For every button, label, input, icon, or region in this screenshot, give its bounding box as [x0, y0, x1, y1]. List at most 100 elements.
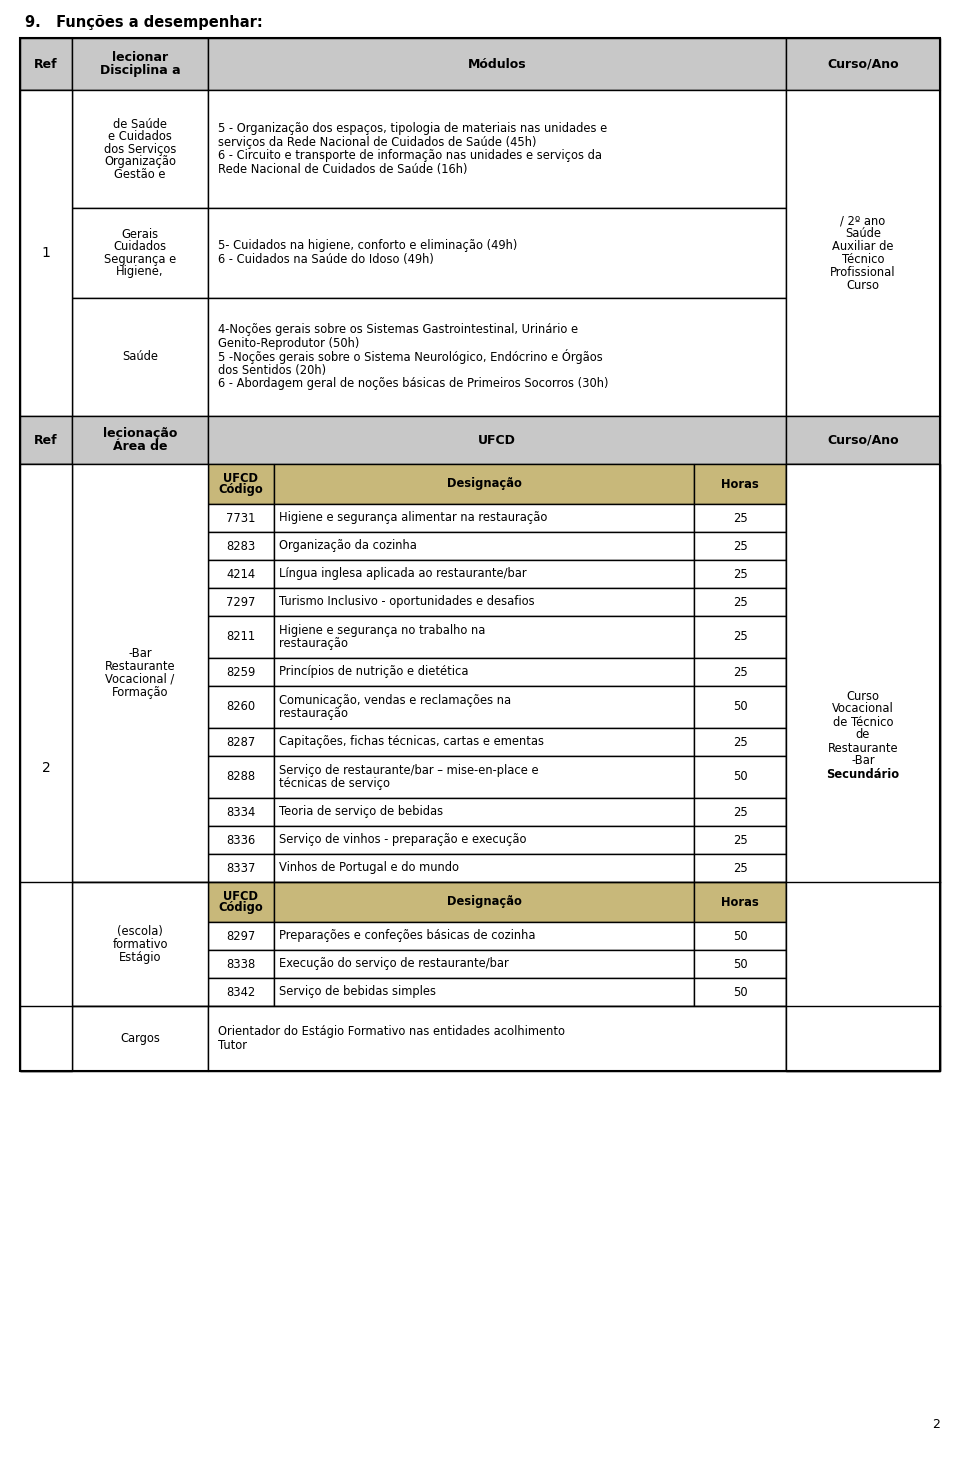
- Text: UFCD: UFCD: [478, 434, 516, 447]
- Bar: [208, 1007, 786, 1071]
- Bar: [786, 882, 940, 1007]
- Text: Turismo Inclusivo - oportunidades e desafios: Turismo Inclusivo - oportunidades e desa…: [279, 596, 535, 608]
- Bar: [694, 855, 786, 882]
- Bar: [274, 882, 694, 922]
- Bar: [694, 657, 786, 687]
- Text: Estágio: Estágio: [119, 951, 161, 963]
- Text: Tutor: Tutor: [218, 1039, 247, 1052]
- Bar: [20, 882, 72, 1007]
- Bar: [274, 687, 694, 728]
- Text: formativo: formativo: [112, 938, 168, 951]
- Text: 50: 50: [732, 957, 747, 970]
- Text: Serviço de vinhos - preparação e execução: Serviço de vinhos - preparação e execuçã…: [279, 833, 526, 846]
- Text: Serviço de restaurante/bar – mise-en-place e: Serviço de restaurante/bar – mise-en-pla…: [279, 764, 539, 777]
- Text: 25: 25: [732, 511, 748, 524]
- Bar: [274, 504, 694, 532]
- Bar: [208, 687, 274, 728]
- Bar: [20, 207, 72, 298]
- Text: Curso/Ano: Curso/Ano: [828, 434, 899, 447]
- Text: restauração: restauração: [279, 707, 348, 720]
- Bar: [694, 922, 786, 950]
- Text: Área de: Área de: [112, 440, 167, 453]
- Bar: [20, 38, 72, 91]
- Bar: [208, 416, 786, 465]
- Text: Capitações, fichas técnicas, cartas e ementas: Capitações, fichas técnicas, cartas e em…: [279, 735, 544, 748]
- Text: Serviço de bebidas simples: Serviço de bebidas simples: [279, 986, 436, 998]
- Text: Saúde: Saúde: [845, 226, 881, 240]
- Bar: [274, 950, 694, 977]
- Bar: [72, 416, 208, 465]
- Text: 50: 50: [732, 770, 747, 783]
- Bar: [786, 416, 940, 465]
- Bar: [274, 798, 694, 825]
- Text: 8336: 8336: [227, 833, 255, 846]
- Text: 8334: 8334: [227, 805, 255, 818]
- Bar: [208, 504, 274, 532]
- Bar: [694, 560, 786, 587]
- Text: Gestão e: Gestão e: [114, 168, 166, 181]
- Text: Código: Código: [219, 484, 263, 497]
- Text: Restaurante: Restaurante: [828, 742, 899, 754]
- Text: Horas: Horas: [721, 896, 758, 909]
- Bar: [208, 532, 274, 560]
- Text: Organização: Organização: [104, 155, 176, 168]
- Text: Rede Nacional de Cuidados de Saúde (16h): Rede Nacional de Cuidados de Saúde (16h): [218, 162, 468, 175]
- Text: Cargos: Cargos: [120, 1031, 160, 1045]
- Text: Higiene e segurança alimentar na restauração: Higiene e segurança alimentar na restaur…: [279, 511, 547, 524]
- Text: 2: 2: [41, 761, 50, 774]
- Bar: [208, 950, 274, 977]
- Text: 8283: 8283: [227, 539, 255, 552]
- Text: técnicas de serviço: técnicas de serviço: [279, 777, 390, 790]
- Text: dos Serviços: dos Serviços: [104, 143, 177, 155]
- Text: 25: 25: [732, 666, 748, 678]
- Bar: [274, 657, 694, 687]
- Bar: [274, 465, 694, 504]
- Text: 5 -Noções gerais sobre o Sistema Neurológico, Endócrino e Órgãos: 5 -Noções gerais sobre o Sistema Neuroló…: [218, 349, 603, 364]
- Text: Curso: Curso: [847, 690, 879, 703]
- Bar: [694, 798, 786, 825]
- Text: Curso: Curso: [847, 279, 879, 292]
- Text: Higiene,: Higiene,: [116, 266, 164, 278]
- Bar: [20, 298, 72, 416]
- Bar: [72, 91, 208, 207]
- Text: 25: 25: [732, 862, 748, 875]
- Bar: [694, 882, 786, 922]
- Text: -Bar: -Bar: [852, 754, 875, 767]
- Text: Genito-Reprodutor (50h): Genito-Reprodutor (50h): [218, 337, 359, 351]
- Text: Ref: Ref: [35, 57, 58, 70]
- Bar: [20, 1007, 72, 1071]
- Bar: [208, 560, 274, 587]
- Bar: [208, 728, 274, 755]
- Text: Cuidados: Cuidados: [113, 240, 167, 253]
- Text: Secundário: Secundário: [827, 767, 900, 780]
- Bar: [208, 657, 274, 687]
- Bar: [20, 91, 72, 416]
- Bar: [72, 298, 208, 416]
- Text: 8259: 8259: [227, 666, 255, 678]
- Text: -Bar: -Bar: [129, 647, 152, 660]
- Text: 4-Noções gerais sobre os Sistemas Gastrointestinal, Urinário e: 4-Noções gerais sobre os Sistemas Gastro…: [218, 323, 578, 336]
- Bar: [694, 532, 786, 560]
- Text: de Técnico: de Técnico: [832, 716, 893, 729]
- Text: 8288: 8288: [227, 770, 255, 783]
- Text: 8338: 8338: [227, 957, 255, 970]
- Text: Disciplina a: Disciplina a: [100, 64, 180, 77]
- Text: 8342: 8342: [227, 986, 255, 998]
- Text: Execução do serviço de restaurante/bar: Execução do serviço de restaurante/bar: [279, 957, 509, 970]
- Text: UFCD: UFCD: [224, 472, 258, 485]
- Bar: [274, 977, 694, 1007]
- Bar: [694, 587, 786, 617]
- Text: Preparações e confeções básicas de cozinha: Preparações e confeções básicas de cozin…: [279, 929, 536, 942]
- Text: UFCD: UFCD: [224, 890, 258, 903]
- Bar: [20, 465, 72, 882]
- Text: 50: 50: [732, 986, 747, 998]
- Bar: [72, 882, 208, 1007]
- Text: 25: 25: [732, 735, 748, 748]
- Text: 8337: 8337: [227, 862, 255, 875]
- Text: Língua inglesa aplicada ao restaurante/bar: Língua inglesa aplicada ao restaurante/b…: [279, 567, 527, 580]
- Bar: [694, 825, 786, 855]
- Bar: [274, 587, 694, 617]
- Bar: [208, 798, 274, 825]
- Text: Profissional: Profissional: [830, 266, 896, 279]
- Text: Ref: Ref: [35, 434, 58, 447]
